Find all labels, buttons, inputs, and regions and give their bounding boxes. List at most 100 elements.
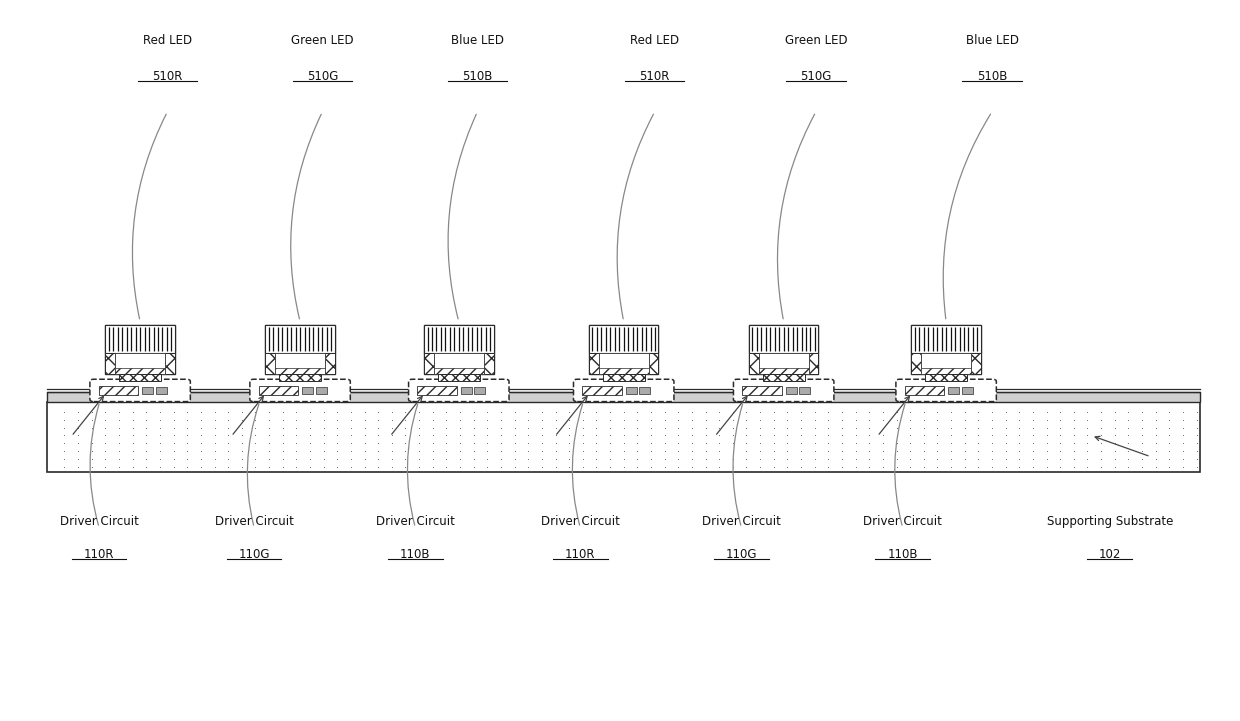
Text: Driver Circuit: Driver Circuit [376, 515, 455, 528]
Bar [258, 386, 298, 395]
Bar [583, 386, 622, 395]
FancyBboxPatch shape [895, 379, 997, 402]
Bar [954, 374, 966, 389]
Bar [926, 374, 939, 389]
Bar [962, 387, 973, 394]
Text: Red LED: Red LED [143, 34, 192, 47]
Bar [949, 387, 960, 394]
Bar [599, 353, 649, 371]
Text: 110B: 110B [401, 548, 430, 561]
Bar [99, 386, 139, 395]
Bar [640, 387, 651, 394]
Bar [921, 353, 971, 371]
Bar [759, 353, 808, 371]
Bar [120, 374, 133, 389]
FancyBboxPatch shape [91, 379, 191, 402]
Bar [115, 353, 165, 371]
Bar [308, 374, 320, 389]
Bar [156, 387, 167, 394]
Bar [599, 368, 649, 374]
Bar [808, 353, 818, 374]
Bar [604, 374, 616, 389]
Bar [800, 387, 811, 394]
Bar [759, 368, 808, 374]
Text: 110R: 110R [565, 548, 595, 561]
FancyBboxPatch shape [409, 379, 510, 402]
Text: 510G: 510G [800, 70, 832, 83]
Bar [925, 374, 967, 381]
Bar [626, 387, 637, 394]
Bar [280, 374, 293, 389]
Bar [649, 353, 658, 374]
Bar [971, 353, 981, 374]
Bar [424, 325, 494, 374]
Text: 510R: 510R [153, 70, 182, 83]
Bar [589, 325, 658, 374]
FancyBboxPatch shape [734, 379, 833, 402]
Bar [749, 325, 818, 374]
Bar [47, 402, 1200, 472]
Text: 102: 102 [1099, 548, 1121, 561]
Bar [749, 325, 818, 353]
Text: Green LED: Green LED [785, 34, 847, 47]
Bar [434, 368, 484, 374]
Bar [631, 374, 644, 389]
Bar [279, 374, 321, 381]
Bar [763, 374, 805, 381]
Bar [105, 325, 175, 353]
FancyBboxPatch shape [573, 379, 675, 402]
Text: Driver Circuit: Driver Circuit [863, 515, 942, 528]
Bar [911, 325, 981, 374]
Bar [143, 387, 154, 394]
Bar [905, 386, 945, 395]
Bar [424, 325, 494, 353]
Bar [417, 386, 458, 395]
Text: 510G: 510G [306, 70, 339, 83]
Bar [275, 353, 325, 371]
Text: Blue LED: Blue LED [966, 34, 1018, 47]
Bar [466, 374, 479, 389]
Bar [325, 353, 335, 374]
Text: Driver Circuit: Driver Circuit [60, 515, 139, 528]
Bar [911, 325, 981, 353]
Bar [461, 387, 472, 394]
Text: 110G: 110G [725, 548, 758, 561]
Text: 110R: 110R [84, 548, 114, 561]
Bar [749, 353, 759, 374]
Bar [791, 374, 804, 389]
Bar [47, 392, 1200, 402]
Text: 510B: 510B [977, 70, 1007, 83]
Bar [484, 353, 494, 374]
Bar [105, 325, 175, 374]
Bar [475, 387, 486, 394]
Bar [165, 353, 175, 374]
Bar [434, 353, 484, 371]
Bar [275, 368, 325, 374]
Bar [589, 325, 658, 353]
Bar [148, 374, 160, 389]
Text: 110B: 110B [888, 548, 918, 561]
Text: Blue LED: Blue LED [451, 34, 503, 47]
Text: 510R: 510R [640, 70, 670, 83]
Text: 110G: 110G [238, 548, 270, 561]
Text: Red LED: Red LED [630, 34, 680, 47]
Text: Driver Circuit: Driver Circuit [541, 515, 620, 528]
Text: Supporting Substrate: Supporting Substrate [1047, 515, 1173, 528]
Bar [424, 353, 434, 374]
Bar [265, 325, 335, 353]
Text: Driver Circuit: Driver Circuit [215, 515, 294, 528]
Bar [921, 368, 971, 374]
Bar [115, 368, 165, 374]
Bar [105, 353, 115, 374]
Bar [911, 353, 921, 374]
Bar [439, 374, 451, 389]
Bar [589, 353, 599, 374]
Bar [265, 325, 335, 374]
Bar [119, 374, 161, 381]
Bar [764, 374, 776, 389]
Text: 510B: 510B [463, 70, 492, 83]
FancyBboxPatch shape [249, 379, 350, 402]
Bar [438, 374, 480, 381]
Text: Driver Circuit: Driver Circuit [702, 515, 781, 528]
Bar [315, 387, 327, 394]
